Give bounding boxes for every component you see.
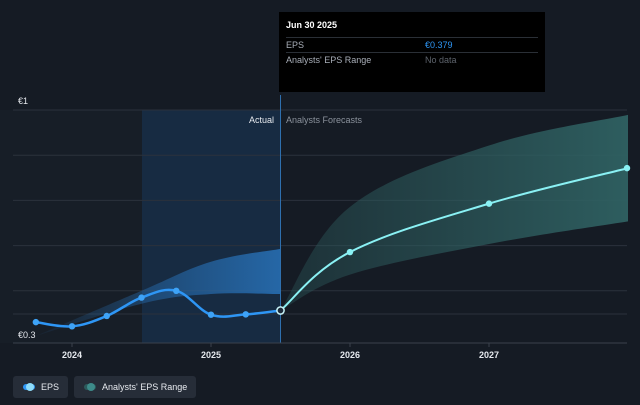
eps-chart: €1 €0.3 Actual Analysts Forecasts 2024 20…	[13, 95, 631, 360]
forecast-label: Analysts Forecasts	[286, 115, 363, 125]
actual-label: Actual	[249, 115, 274, 125]
eps-actual-point-5	[207, 311, 215, 318]
legend-item-eps[interactable]: EPS	[13, 376, 69, 398]
hover-tooltip: Jun 30 2025 EPS €0.379 Analysts' EPS Ran…	[279, 12, 545, 92]
x-axis-ticks: 2024 2025 2026 2027	[62, 343, 499, 360]
tooltip-range-label: Analysts' EPS Range	[286, 55, 372, 65]
range-legend-icon	[84, 383, 97, 391]
x-tick-label-0: 2024	[62, 350, 82, 360]
eps-legend-icon	[23, 383, 35, 391]
eps-actual-point-2	[103, 312, 110, 320]
legend-item-range[interactable]: Analysts' EPS Range	[74, 376, 197, 398]
eps-actual-point-1	[68, 323, 76, 330]
eps-actual-point-6	[242, 311, 249, 318]
x-tick-label-3: 2027	[479, 350, 499, 360]
chart-legend: EPS Analysts' EPS Range	[13, 376, 197, 398]
tooltip-date: Jun 30 2025	[286, 20, 338, 30]
y-axis-max-label: €1	[18, 96, 28, 106]
eps-points	[32, 164, 631, 330]
tooltip-eps-value: €0.379	[425, 40, 453, 50]
legend-range-label: Analysts' EPS Range	[102, 382, 188, 392]
eps-forecast-point-2	[485, 200, 493, 207]
forecast-range-area	[280, 114, 628, 311]
x-tick-label-1: 2025	[201, 350, 221, 360]
eps-forecast-point-1	[346, 248, 354, 256]
eps-actual-point-0	[32, 318, 40, 326]
tooltip-range-row: Analysts' EPS Range No data	[286, 52, 538, 67]
x-tick-label-2: 2026	[340, 350, 360, 360]
tooltip-range-value: No data	[425, 55, 457, 65]
eps-actual-point-3	[138, 294, 145, 301]
eps-actual-point-4	[173, 287, 180, 294]
tooltip-eps-row: EPS €0.379	[286, 37, 538, 52]
tooltip-eps-label: EPS	[286, 40, 305, 50]
eps-forecast-point-3	[623, 164, 631, 172]
eps-forecast-line	[279, 167, 629, 312]
eps-current-point	[276, 306, 285, 315]
legend-eps-label: EPS	[41, 382, 60, 392]
y-axis-min-label: €0.3	[18, 330, 36, 340]
actual-shaded-region	[142, 110, 280, 343]
